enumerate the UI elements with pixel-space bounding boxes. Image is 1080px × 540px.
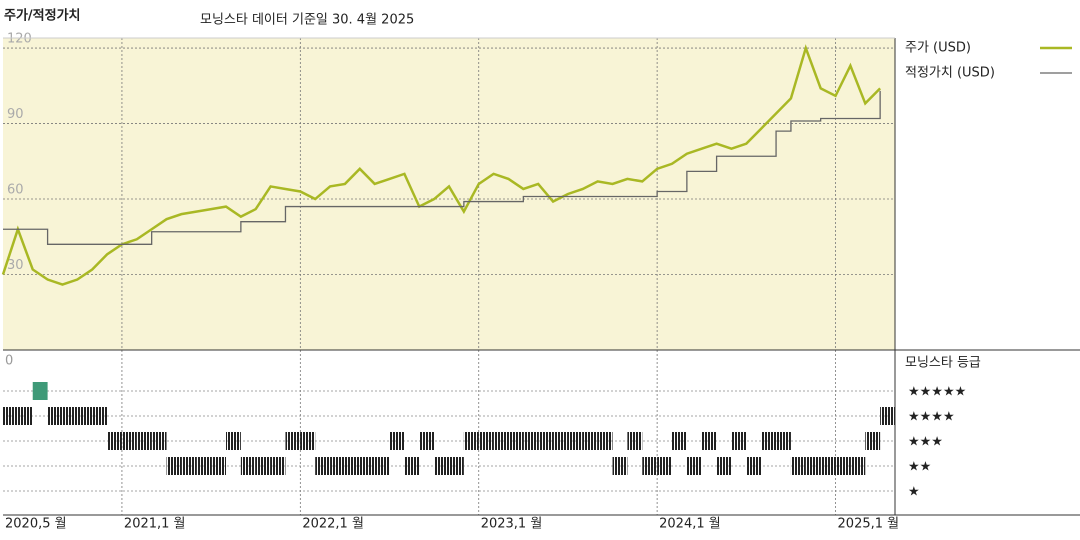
- rating-bar: [805, 457, 821, 475]
- rating-bar: [686, 457, 702, 475]
- rating-bar: [642, 457, 658, 475]
- x-tick-label: 2025,1 월: [838, 517, 900, 532]
- rating-bar: [493, 432, 509, 450]
- rating-bar: [850, 457, 866, 475]
- rating-bar: [508, 432, 524, 450]
- rating-bar: [62, 407, 78, 425]
- x-tick-label: 2022,1 월: [302, 517, 364, 532]
- rating-level-label: ★★★: [908, 435, 943, 450]
- rating-bar: [285, 432, 301, 450]
- rating-bar: [404, 457, 420, 475]
- rating-bar: [166, 457, 182, 475]
- rating-bar: [746, 457, 762, 475]
- rating-bar: [315, 457, 331, 475]
- rating-bar: [344, 457, 360, 475]
- rating-bar: [538, 432, 554, 450]
- rating-bar: [776, 432, 791, 450]
- rating-bar: [835, 457, 851, 475]
- rating-bar: [107, 432, 122, 450]
- rating-bar: [463, 432, 479, 450]
- rating-bar: [151, 432, 167, 450]
- rating-bar: [582, 432, 598, 450]
- rating-bar: [434, 457, 449, 475]
- rating-bar: [211, 457, 226, 475]
- rating-bar: [270, 457, 286, 475]
- legend-label: 적정가치 (USD): [905, 66, 995, 81]
- rating-level-label: ★: [908, 485, 920, 500]
- rating-bar: [597, 432, 613, 450]
- rating-bar: [419, 432, 435, 450]
- rating-bar: [761, 432, 777, 450]
- legend-label: 주가 (USD): [905, 41, 971, 56]
- rating-level-label: ★★★★★: [908, 385, 966, 400]
- rating-bar: [523, 432, 539, 450]
- rating-bar: [136, 432, 152, 450]
- rating-bar: [567, 432, 583, 450]
- chart-subtitle: 모닝스타 데이터 기준일 30. 4월 2025: [200, 13, 414, 28]
- rating-bar: [627, 432, 643, 450]
- rating-bar: [612, 457, 628, 475]
- rating-bar: [121, 432, 137, 450]
- rating-bar: [820, 457, 836, 475]
- chart-title: 주가/적정가치: [4, 8, 81, 24]
- plot-background: [3, 38, 895, 350]
- rating-bar: [255, 457, 271, 475]
- rating-bar: [790, 457, 806, 475]
- y-tick-label: 30: [7, 258, 24, 273]
- rating-level-label: ★★★★: [908, 410, 955, 425]
- rating-bar: [47, 407, 63, 425]
- rating-bar: [716, 457, 732, 475]
- rating-bar: [300, 432, 316, 450]
- x-tick-label: 2023,1 월: [481, 517, 543, 532]
- rating-bar: [374, 457, 390, 475]
- rating-bar: [240, 457, 256, 475]
- rating-bar: [449, 457, 464, 475]
- rating-bar: [32, 382, 48, 400]
- rating-bar: [478, 432, 494, 450]
- series-line: [1, 44, 882, 286]
- rating-corner-label: 0: [5, 354, 13, 369]
- rating-bar: [77, 407, 93, 425]
- rating-bar: [701, 432, 717, 450]
- rating-bar: [181, 457, 197, 475]
- rating-bar: [196, 457, 212, 475]
- y-tick-label: 90: [7, 107, 24, 122]
- rating-bar: [731, 432, 747, 450]
- x-tick-label: 2020,5 월: [5, 517, 67, 532]
- rating-bar: [880, 407, 895, 425]
- rating-bar: [657, 457, 672, 475]
- rating-bar: [672, 432, 687, 450]
- rating-bar: [553, 432, 568, 450]
- y-tick-label: 120: [7, 32, 32, 47]
- y-tick-label: 60: [7, 183, 24, 198]
- x-tick-label: 2021,1 월: [124, 517, 186, 532]
- rating-title: 모닝스타 등급: [905, 356, 981, 371]
- rating-bar: [3, 407, 18, 425]
- rating-bar: [17, 407, 33, 425]
- rating-bar: [92, 407, 108, 425]
- rating-level-label: ★★: [908, 460, 931, 475]
- rating-bar: [389, 432, 405, 450]
- rating-bar: [330, 457, 345, 475]
- rating-bar: [359, 457, 375, 475]
- x-tick-label: 2024,1 월: [659, 517, 721, 532]
- rating-bar: [865, 432, 881, 450]
- rating-bar: [226, 432, 241, 450]
- series-line: [3, 90, 881, 245]
